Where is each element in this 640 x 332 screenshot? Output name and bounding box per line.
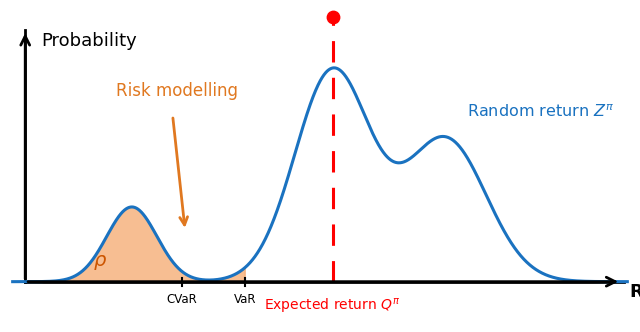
Text: Risk modelling: Risk modelling bbox=[116, 82, 238, 101]
Text: Return: Return bbox=[629, 283, 640, 301]
Text: Probability: Probability bbox=[41, 32, 137, 50]
Text: Expected return $Q^{\pi}$: Expected return $Q^{\pi}$ bbox=[264, 297, 401, 316]
Text: $\rho$: $\rho$ bbox=[93, 254, 108, 273]
Text: Random return $Z^{\pi}$: Random return $Z^{\pi}$ bbox=[467, 104, 614, 120]
Text: CVaR: CVaR bbox=[166, 293, 197, 306]
Point bbox=[328, 14, 338, 20]
Text: VaR: VaR bbox=[234, 293, 256, 306]
